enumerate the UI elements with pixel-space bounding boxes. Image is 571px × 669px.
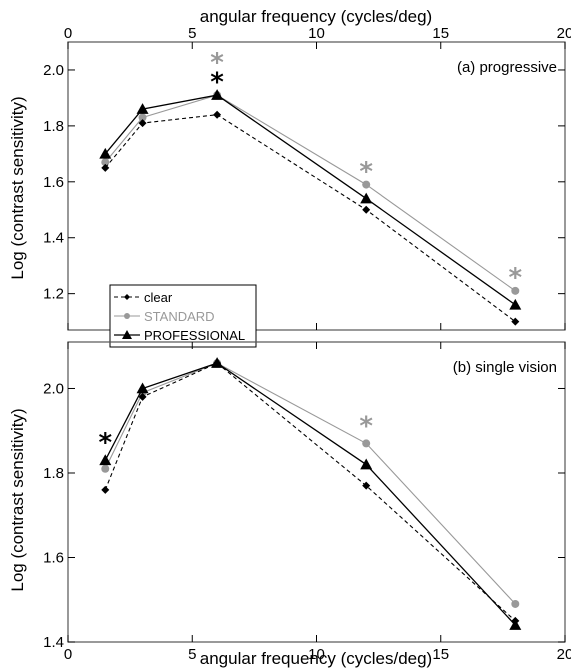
data-point-professional [136, 103, 149, 114]
legend-marker-standard [124, 313, 130, 319]
panel-label: (b) single vision [453, 359, 557, 376]
y-tick-label: 1.4 [43, 230, 64, 247]
data-point-professional [509, 298, 522, 310]
panel-single-vision: 0 5 10 15 20 1.4 1.6 1.8 2.0 (b) single vision * * [43, 341, 571, 663]
data-point-professional [211, 89, 224, 100]
series-line-standard [104, 362, 516, 605]
legend-marker-clear [124, 294, 130, 300]
x-tick-label-top: 20 [557, 25, 571, 42]
data-point-standard [511, 599, 520, 608]
panel-progressive: 0 5 10 15 201.21.41.61.82.0 (a) progressive**… [43, 25, 571, 348]
series-line-clear [104, 362, 516, 622]
x-tick-label-bottom: 5 [188, 646, 196, 663]
top-x-axis-title: angular frequency (cycles/deg) [200, 7, 432, 26]
data-point-clear [511, 317, 520, 326]
data-point-clear [101, 485, 110, 494]
x-tick-label-top: 5 [188, 25, 196, 42]
data-point-standard [138, 113, 147, 122]
x-tick-label-bottom: 10 [308, 646, 325, 663]
y-axis-title-single-vision: Log (contrast sensitivity) [8, 408, 27, 591]
data-point-professional [99, 147, 112, 159]
panel-label: (a) progressive [457, 59, 557, 76]
significance-star: * [210, 67, 224, 97]
data-point-professional [99, 454, 112, 466]
y-tick-label: 1.8 [43, 118, 64, 135]
x-tick-label-top: 0 [64, 25, 72, 42]
legend-label-standard: STANDARD [144, 309, 215, 324]
data-point-professional [136, 382, 149, 394]
significance-star: * [359, 157, 373, 187]
x-tick-label-bottom: 0 [64, 646, 72, 663]
x-tick-label-top: 10 [308, 25, 325, 42]
data-point-standard [101, 464, 110, 473]
y-tick-label: 1.6 [43, 174, 64, 191]
y-tick-label: 2.0 [43, 380, 64, 397]
x-tick-label-bottom: 15 [432, 646, 449, 663]
y-axis-title-progressive: Log (contrast sensitivity) [8, 96, 27, 279]
x-tick-label-top: 15 [432, 25, 449, 42]
bottom-x-axis-title: angular frequency (cycles/deg) [200, 649, 432, 668]
data-point-clear [362, 205, 371, 214]
significance-star: * [359, 411, 373, 441]
data-point-professional [360, 192, 373, 204]
significance-star: * [210, 48, 224, 78]
data-point-clear [362, 481, 371, 490]
significance-star: * [508, 263, 522, 293]
legend-label-professional: PROFESSIONAL [144, 328, 245, 343]
data-point-clear [138, 392, 147, 401]
y-tick-label: 2.0 [43, 62, 64, 79]
data-point-professional [509, 619, 522, 630]
y-tick-label: 1.4 [43, 634, 64, 651]
data-point-professional [360, 458, 373, 470]
data-point-standard [362, 180, 371, 189]
y-tick-label: 1.8 [43, 465, 64, 482]
legend-label-clear: clear [144, 290, 173, 305]
y-tick-label: 1.2 [43, 286, 64, 303]
data-point-clear [213, 110, 222, 119]
legend-marker-professional [122, 330, 132, 339]
data-point-professional [211, 357, 224, 368]
data-point-standard [362, 439, 371, 448]
data-point-standard [101, 158, 110, 167]
significance-star: * [98, 428, 112, 458]
data-point-standard [511, 286, 520, 295]
y-tick-label: 1.6 [43, 549, 64, 566]
series-line-professional [104, 362, 516, 626]
data-point-clear [138, 119, 147, 128]
x-tick-label-bottom: 20 [557, 646, 571, 663]
data-point-clear [101, 163, 110, 172]
series-line-professional [104, 94, 516, 306]
